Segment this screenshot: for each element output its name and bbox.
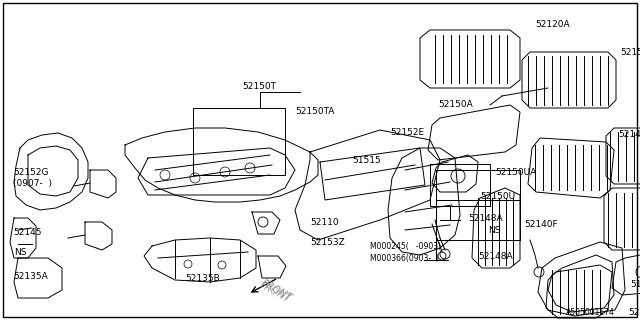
Text: 51515A: 51515A (630, 280, 640, 289)
Text: (0907-  ): (0907- ) (13, 179, 52, 188)
Text: 52150U: 52150U (480, 192, 515, 201)
Text: 52150TA: 52150TA (295, 107, 334, 116)
Text: NS: NS (14, 248, 26, 257)
Text: 52152E: 52152E (390, 128, 424, 137)
Text: 52150A: 52150A (438, 100, 473, 109)
Text: 52148A: 52148A (478, 252, 513, 261)
Text: 52148A: 52148A (468, 214, 502, 223)
Text: 52152F: 52152F (628, 308, 640, 317)
Text: 52140F: 52140F (524, 220, 557, 229)
Text: FRONT: FRONT (258, 280, 292, 304)
Text: 52110: 52110 (310, 218, 339, 227)
Text: M000366(0903-  ): M000366(0903- ) (370, 254, 439, 263)
Text: 52135A: 52135A (13, 272, 48, 281)
Text: 52152G: 52152G (13, 168, 49, 177)
Text: 52150H: 52150H (620, 48, 640, 57)
Text: 52145: 52145 (13, 228, 42, 237)
Text: 52150UA: 52150UA (495, 168, 536, 177)
Text: A505001174: A505001174 (566, 308, 615, 317)
Text: NS: NS (488, 226, 500, 235)
Text: 52153Z: 52153Z (310, 238, 345, 247)
Text: M000245(   -0903): M000245( -0903) (370, 242, 441, 251)
Text: 52135B: 52135B (185, 274, 220, 283)
Text: 52140G: 52140G (618, 130, 640, 139)
Text: 52120A: 52120A (535, 20, 570, 29)
Text: 51515: 51515 (352, 156, 381, 165)
Text: FRONT: FRONT (260, 278, 294, 303)
Text: 52150T: 52150T (242, 82, 276, 91)
